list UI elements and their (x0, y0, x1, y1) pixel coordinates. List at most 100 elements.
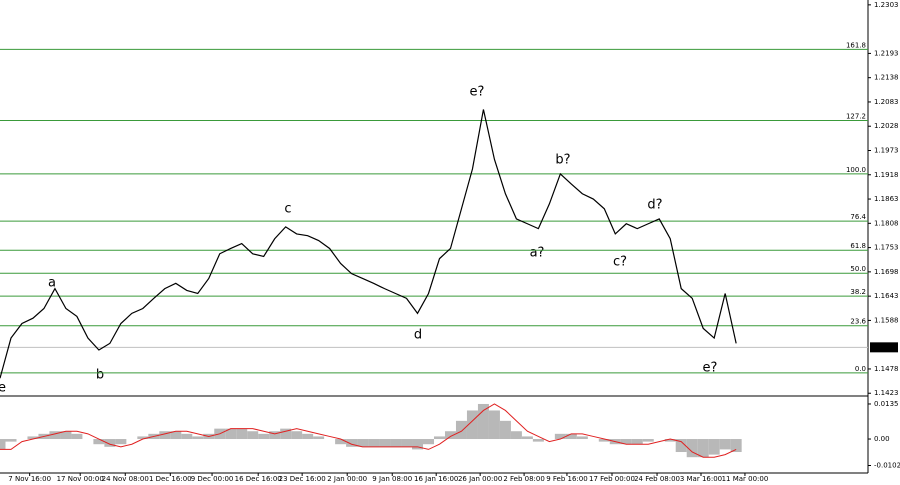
histogram-bar (0, 439, 6, 450)
wave-label: e? (703, 361, 718, 376)
fib-label: 38.2 (850, 288, 866, 296)
histogram-bar (302, 433, 314, 440)
histogram-bar (236, 428, 248, 440)
y-tick-label: 1.2193 (874, 49, 899, 57)
histogram-bar (269, 431, 281, 440)
histogram-bar (477, 403, 489, 440)
histogram-bar (488, 410, 500, 440)
x-tick-label: 2 Feb 08:00 (503, 475, 544, 483)
histogram-bar (335, 439, 347, 445)
y-tick-label: -0.0102 (874, 462, 900, 470)
y-tick-label: 1.1698 (874, 268, 899, 276)
x-tick-label: 26 Jan 00:00 (458, 475, 502, 483)
histogram-bar (390, 439, 402, 447)
histogram-bar (258, 433, 270, 440)
histogram-bar (313, 436, 325, 440)
y-tick-label: 1.1753 (874, 244, 899, 252)
fib-label: 161.8 (846, 41, 866, 49)
x-tick-label: 1 Dec 16:00 (149, 475, 192, 483)
x-tick-label: 17 Nov 00:00 (57, 475, 104, 483)
histogram-bar (466, 410, 478, 440)
signal-line (0, 403, 737, 458)
fib-label: 76.4 (850, 213, 866, 221)
fib-label: 61.8 (850, 242, 866, 250)
wave-label: d? (647, 198, 662, 213)
fib-label: 100.0 (846, 166, 866, 174)
histogram-bar (60, 431, 72, 440)
y-tick-label: 0.00 (874, 435, 890, 443)
histogram-bar (412, 439, 424, 450)
wave-label: a? (530, 246, 545, 261)
histogram-bar (499, 420, 511, 440)
histogram-bar (576, 436, 588, 440)
y-tick-label: 1.1918 (874, 171, 899, 179)
histogram-bar (247, 431, 259, 440)
wave-labels: e a b c d e? a? b? c? d? e? (0, 85, 717, 396)
x-tick-label: 2 Jan 00:00 (327, 475, 367, 483)
wave-label: d (414, 328, 422, 343)
y-tick-label: 1.1643 (874, 292, 899, 300)
x-tick-label: 3 Mar 16:00 (680, 475, 722, 483)
histogram-bar (598, 439, 610, 442)
histogram-bar (192, 436, 204, 440)
wave-label: e? (470, 85, 485, 100)
histogram-bar (664, 439, 676, 442)
histogram-bar (686, 439, 698, 458)
histogram-bar (357, 439, 369, 447)
histogram-bar (455, 420, 467, 440)
histogram-bar (49, 431, 61, 440)
x-tick-label: 23 Dec 16:00 (279, 475, 326, 483)
histogram-bar (444, 431, 456, 440)
histogram-bar (521, 436, 533, 440)
histogram-bar (170, 431, 182, 440)
y-tick-label: 1.2303 (874, 1, 899, 9)
y-tick-label: 0.0135 (874, 400, 899, 408)
histogram-bar (225, 428, 237, 440)
wave-label: b? (555, 153, 570, 168)
x-tick-label: 16 Jan 16:00 (414, 475, 458, 483)
y-tick-label: 1.1588 (874, 316, 899, 324)
histogram-bar (5, 439, 17, 442)
histogram-bar (675, 439, 687, 453)
x-tick-label: 11 Mar 00:00 (722, 475, 769, 483)
fib-label: 127.2 (846, 112, 866, 120)
x-tick-label: 24 Feb 08:00 (634, 475, 680, 483)
y-tick-label: 1.1863 (874, 195, 899, 203)
x-tick-label: 9 Feb 16:00 (546, 475, 587, 483)
histogram-bar (730, 439, 742, 453)
histogram-bar (532, 439, 544, 442)
y-tick-label: 1.2028 (874, 122, 899, 130)
wave-label: c? (613, 255, 627, 270)
histogram-bar (159, 431, 171, 440)
histogram-bar (181, 433, 193, 440)
histogram-bar (642, 439, 654, 442)
y-tick-label: 1.2138 (874, 74, 899, 82)
histogram-bar (510, 431, 522, 440)
histogram-bar (71, 433, 83, 440)
last-price-box (870, 342, 898, 353)
wave-label: b (96, 368, 104, 383)
x-tick-label: 16 Dec 16:00 (235, 475, 282, 483)
histogram-bar (631, 439, 643, 445)
fib-label: 0.0 (855, 365, 866, 373)
x-tick-label: 17 Feb 00:00 (589, 475, 635, 483)
fib-label: 50.0 (850, 265, 866, 273)
histogram-bar (401, 439, 413, 447)
histogram-bar (565, 433, 577, 440)
y-tick-label: 1.1808 (874, 219, 899, 227)
wave-label: a (48, 276, 56, 291)
histogram-bar (115, 439, 127, 445)
histogram-bar (719, 439, 731, 450)
histogram-bar (137, 436, 149, 440)
histogram-bar (291, 431, 303, 440)
y-tick-label: 1.2083 (874, 98, 899, 106)
histogram-bar (104, 439, 116, 447)
histogram-bar (554, 433, 566, 440)
y-tick-label: 1.1423 (874, 389, 899, 397)
x-tick-label: 9 Dec 00:00 (191, 475, 234, 483)
last-price-label: 1.1527 (873, 343, 898, 351)
price-line (0, 109, 737, 379)
wave-label: e (0, 381, 6, 396)
